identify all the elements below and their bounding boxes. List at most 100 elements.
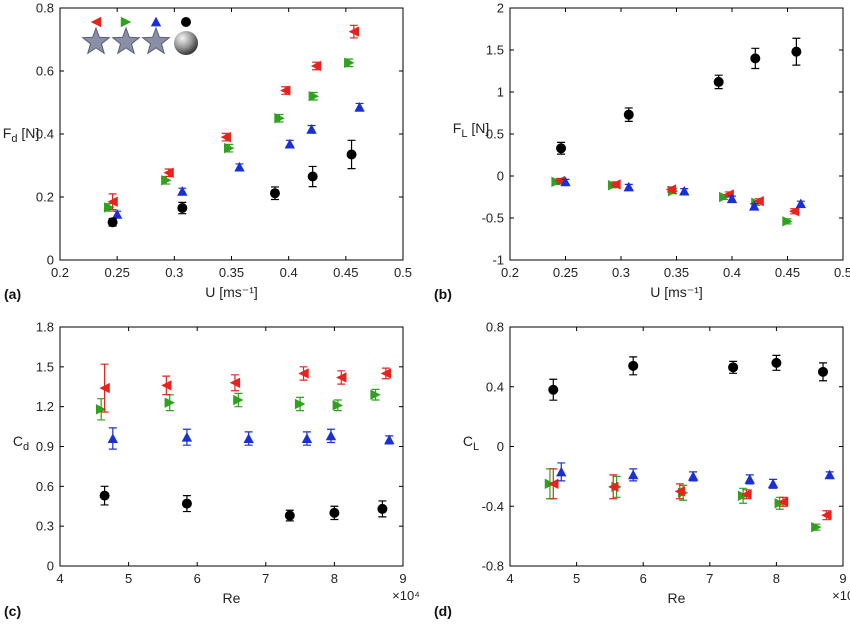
data-point-triangle-right <box>95 404 107 415</box>
x-tick-label: 0.35 <box>219 265 244 280</box>
x-tick-label: 8 <box>773 571 780 586</box>
data-point-triangle-up <box>181 432 193 442</box>
x-tick-label: 4 <box>56 571 63 586</box>
data-point-circle <box>548 384 559 395</box>
y-tick-label: 2 <box>497 1 504 16</box>
data-point-circle <box>284 510 295 521</box>
x-axis-multiplier: ×10⁴ <box>832 588 850 603</box>
y-tick-label: -0.4 <box>482 499 504 514</box>
data-point-triangle-left <box>665 184 677 195</box>
data-point-triangle-right <box>344 57 355 69</box>
data-point-triangle-up <box>354 102 365 112</box>
data-point-triangle-left <box>753 196 764 207</box>
data-point-circle <box>750 53 761 64</box>
data-point-triangle-up <box>284 138 296 149</box>
y-tick-label: 0.2 <box>36 190 54 205</box>
data-point-triangle-up <box>243 433 254 443</box>
legend-marker-triangle-left <box>90 16 102 28</box>
data-point-triangle-up <box>726 193 738 204</box>
x-tick-label: 0.5 <box>394 265 412 280</box>
x-tick-label: 0.4 <box>723 265 741 280</box>
data-point-triangle-right <box>164 397 175 408</box>
data-point-triangle-left <box>161 380 172 391</box>
data-point-triangle-up <box>679 185 690 196</box>
series-red <box>107 24 360 211</box>
data-point-triangle-left <box>107 196 118 207</box>
x-tick-label: 0.45 <box>775 265 800 280</box>
y-tick-label: -0.5 <box>482 211 504 226</box>
x-axis-multiplier: ×10⁴ <box>392 588 420 603</box>
y-tick-label: 1.5 <box>36 359 54 374</box>
y-tick-label: -0.8 <box>482 559 504 574</box>
x-tick-label: 7 <box>706 571 713 586</box>
x-tick-label: 0.3 <box>612 265 630 280</box>
series-black <box>99 485 388 522</box>
x-tick-label: 9 <box>399 571 406 586</box>
data-point-triangle-up <box>301 433 313 443</box>
data-point-triangle-right <box>332 400 344 411</box>
data-point-circle <box>307 171 318 182</box>
data-point-circle <box>628 360 639 371</box>
x-tick-label: 0.2 <box>51 265 69 280</box>
y-tick-label: 0.3 <box>36 519 54 534</box>
data-point-triangle-right <box>161 175 172 186</box>
y-tick-label: 0.9 <box>36 439 54 454</box>
star-icon <box>81 26 111 55</box>
x-tick-label: 0.35 <box>664 265 689 280</box>
data-point-circle <box>771 357 782 368</box>
data-point-triangle-left <box>99 382 110 394</box>
data-point-circle <box>346 149 357 160</box>
legend <box>81 16 198 55</box>
data-point-triangle-right <box>370 389 381 400</box>
x-tick-label: 4 <box>506 571 513 586</box>
data-point-triangle-up <box>177 186 188 196</box>
panel-label: (b) <box>434 286 452 302</box>
x-tick-label: 9 <box>839 571 846 586</box>
y-tick-label: 1.8 <box>36 320 54 335</box>
data-point-circle <box>791 46 802 57</box>
data-point-triangle-left <box>788 206 800 217</box>
data-point-circle <box>181 498 192 509</box>
x-tick-label: 7 <box>262 571 269 586</box>
data-point-triangle-right <box>308 91 320 102</box>
series-black <box>548 354 829 401</box>
data-point-circle <box>713 76 724 87</box>
series-blue <box>111 102 365 219</box>
data-point-triangle-right <box>233 394 244 406</box>
data-point-triangle-right <box>782 216 793 227</box>
panel-c: 4 5 6 7 8 9 0 0.3 0.6 0.9 1.2 1.5 1.8 Re Cd ×10⁴ (c) <box>4 320 420 620</box>
data-point-circle <box>623 109 634 120</box>
data-point-triangle-up <box>325 430 337 441</box>
series-red <box>99 363 392 413</box>
data-point-triangle-right <box>737 490 749 501</box>
panel-label: (d) <box>434 603 452 619</box>
data-point-triangle-up <box>107 433 119 443</box>
data-point-circle <box>99 490 110 501</box>
legend-marker-circle <box>181 17 191 27</box>
data-point-triangle-left <box>380 368 392 379</box>
y-tick-label: 0.4 <box>36 127 54 142</box>
data-point-triangle-up <box>384 434 395 445</box>
data-point-triangle-right <box>811 521 822 533</box>
data-point-triangle-left <box>298 368 309 379</box>
series-red <box>548 468 832 521</box>
data-point-triangle-up <box>628 469 639 480</box>
data-point-triangle-up <box>687 471 699 481</box>
data-point-circle <box>377 503 388 514</box>
y-tick-label: -1 <box>492 253 504 268</box>
y-tick-label: 1 <box>497 85 504 100</box>
data-point-triangle-up <box>795 198 807 209</box>
series-green <box>544 468 822 533</box>
data-point-triangle-right <box>224 142 235 154</box>
legend-marker-triangle-up <box>150 16 162 27</box>
data-point-triangle-right <box>774 498 785 509</box>
data-point-triangle-up <box>767 478 779 489</box>
x-axis-label: Re <box>223 590 241 606</box>
plot-frame <box>509 326 844 567</box>
y-tick-label: 0.5 <box>486 127 504 142</box>
y-axis-label: Fd [N] <box>3 125 39 145</box>
y-tick-label: 0 <box>497 439 504 454</box>
data-point-triangle-up <box>824 469 835 480</box>
x-tick-label: 6 <box>640 571 647 586</box>
data-point-triangle-left <box>310 60 322 72</box>
